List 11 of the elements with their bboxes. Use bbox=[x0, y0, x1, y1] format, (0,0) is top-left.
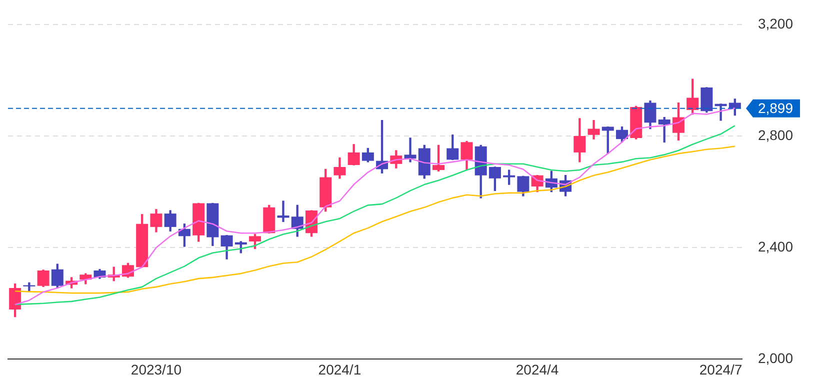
y-tick-label: 2,800 bbox=[758, 126, 794, 143]
candlestick bbox=[277, 200, 290, 222]
y-tick-label: 3,200 bbox=[758, 15, 794, 32]
y-tick-label: 2,000 bbox=[758, 350, 794, 366]
x-tick-label: 2023/10 bbox=[130, 361, 182, 378]
x-tick-label: 2024/4 bbox=[516, 361, 559, 378]
x-tick-label: 2024/7 bbox=[699, 361, 742, 378]
ref-line-label: 2,899 bbox=[758, 100, 794, 116]
candlestick bbox=[404, 138, 416, 162]
x-tick-label: 2024/1 bbox=[318, 361, 362, 378]
y-tick-label: 2,400 bbox=[758, 238, 794, 254]
